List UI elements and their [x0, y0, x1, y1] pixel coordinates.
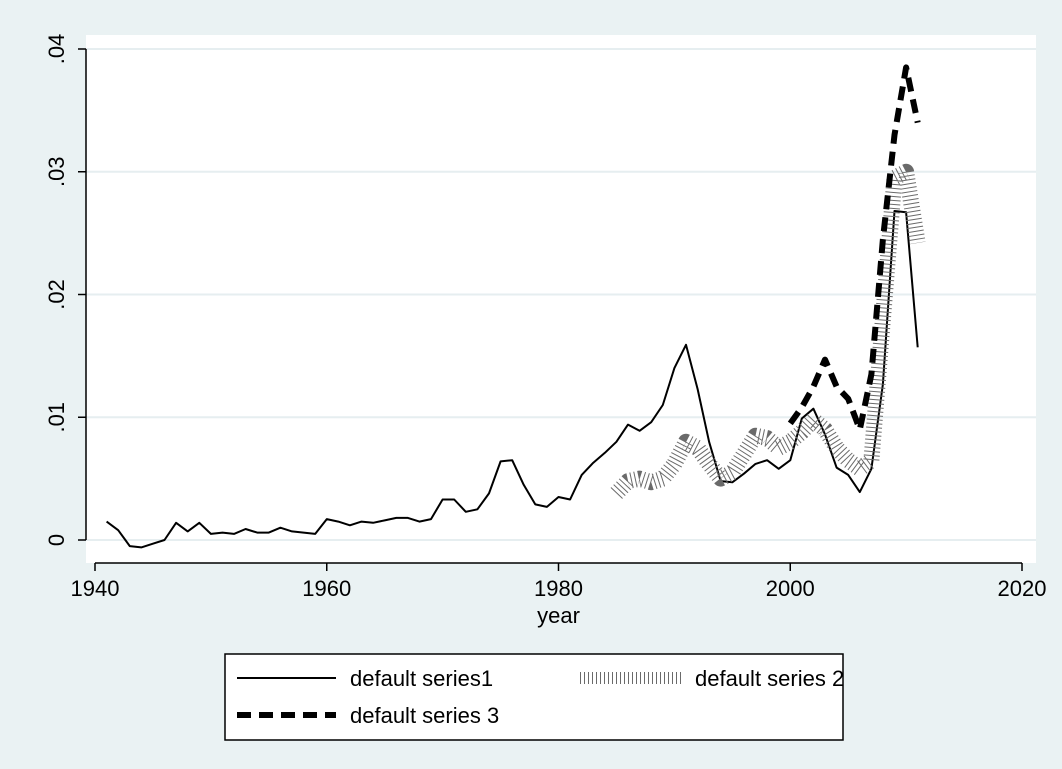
legend-box — [224, 653, 844, 741]
x-tick-label-2: 1980 — [534, 576, 583, 601]
x-tick-label-3: 2000 — [766, 576, 815, 601]
y-tick-label-4: .04 — [44, 34, 69, 65]
x-axis-title: year — [537, 603, 580, 628]
series-1-line — [106, 210, 919, 549]
series-3-line — [787, 64, 921, 433]
series-1 — [106, 210, 919, 549]
legend-label-1: default series1 — [350, 666, 493, 691]
axes: 0 .01 .02 .03 .04 1940 1960 1980 2000 2020 — [44, 34, 1046, 601]
legend-label-2: default series 2 — [695, 666, 844, 691]
x-tick-label-1: 1960 — [302, 576, 351, 601]
y-tick-label-2: .02 — [44, 279, 69, 310]
x-tick-label-4: 2020 — [998, 576, 1047, 601]
legend-label-3: default series 3 — [350, 703, 499, 728]
y-tick-label-0: 0 — [44, 534, 69, 546]
series-2-band — [610, 163, 926, 499]
legend: default series1 default series 2 default s… — [224, 653, 844, 741]
plot-area — [86, 35, 1036, 563]
x-tick-label-0: 1940 — [71, 576, 120, 601]
series-2 — [610, 163, 926, 499]
series-3 — [787, 64, 921, 433]
series-layer — [106, 64, 926, 549]
y-tick-label-1: .01 — [44, 402, 69, 433]
y-tick-label-3: .03 — [44, 156, 69, 187]
